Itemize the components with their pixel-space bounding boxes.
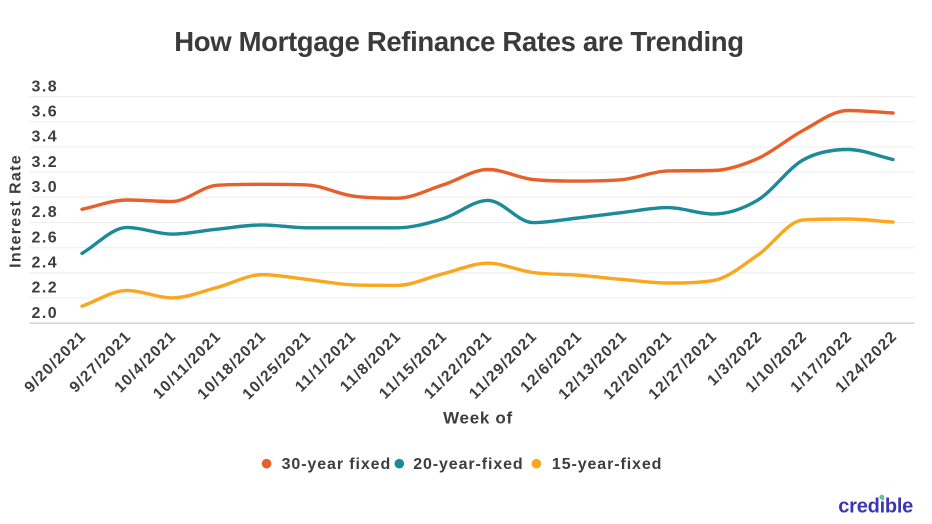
svg-text:2.4: 2.4 [32, 255, 58, 272]
svg-text:30-year fixed: 30-year fixed [282, 456, 392, 473]
svg-text:Interest Rate: Interest Rate [8, 154, 25, 268]
svg-text:2.6: 2.6 [32, 229, 58, 246]
svg-text:2.2: 2.2 [32, 280, 58, 297]
svg-text:2.0: 2.0 [32, 305, 58, 322]
svg-text:How Mortgage Refinance Rates a: How Mortgage Refinance Rates are Trendin… [174, 26, 743, 57]
svg-text:3.2: 3.2 [32, 154, 58, 171]
svg-text:credible: credible [838, 496, 913, 518]
svg-text:3.8: 3.8 [32, 78, 58, 95]
svg-text:15-year-fixed: 15-year-fixed [552, 456, 662, 473]
svg-text:3.0: 3.0 [32, 179, 58, 196]
svg-text:3.4: 3.4 [32, 129, 58, 146]
svg-text:20-year-fixed: 20-year-fixed [413, 456, 523, 473]
svg-text:2.8: 2.8 [32, 204, 58, 221]
svg-text:Week of: Week of [443, 409, 513, 428]
svg-text:3.6: 3.6 [32, 104, 58, 121]
